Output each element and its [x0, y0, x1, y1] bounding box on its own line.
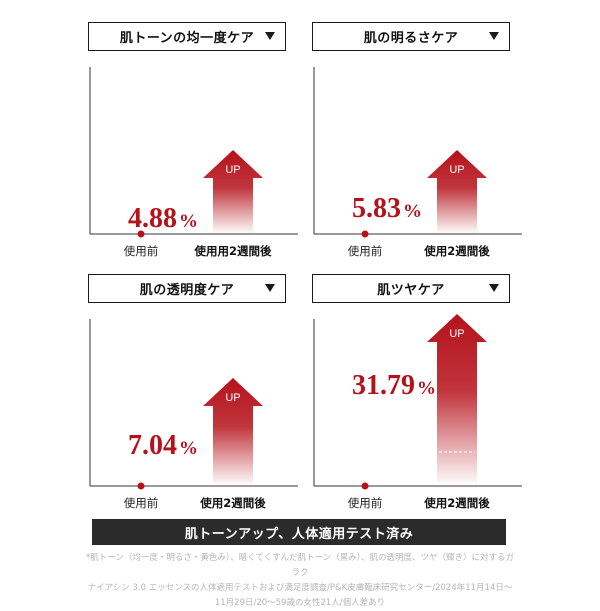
chevron-down-icon: [265, 284, 275, 292]
footnote-line-3: 11月29日/20〜59歳の女性21人/個人差あり: [214, 598, 386, 608]
value-unit: %: [417, 378, 436, 399]
chart-title-dropdown[interactable]: 肌の明るさケア: [312, 22, 510, 51]
chart-plot: UP 31.79 % 使用前 使用2週間後: [313, 314, 522, 510]
summary-banner: 肌トーンアップ、人体適用テスト済み: [92, 519, 506, 545]
chart-panel-3: 肌の透明度ケア UP 7.04% 使用前 使用2週間後: [88, 274, 308, 524]
up-arrow: [427, 150, 487, 234]
category-label-after: 使用用2週間後: [193, 244, 272, 258]
chevron-down-icon: [489, 284, 499, 292]
category-label-before: 使用前: [124, 244, 159, 258]
chart-plot: UP 4.88 % 使用前 使用用2週間後: [89, 67, 298, 258]
category-label-before: 使用前: [348, 496, 383, 510]
category-label-after: 使用2週間後: [199, 496, 266, 510]
value-label: 31.79%: [352, 370, 436, 401]
category-label-before: 使用前: [348, 244, 383, 258]
up-arrow: [427, 314, 487, 486]
up-arrow: [203, 378, 263, 486]
up-arrow: [203, 150, 263, 234]
chart-panel-1: 肌トーンの均一度ケア UP 4.88% 使用前 使用用2週間後: [88, 22, 308, 272]
value-unit: %: [179, 211, 198, 232]
value-label: 7.04%: [128, 430, 198, 461]
arrow-label: UP: [449, 164, 464, 176]
chart-panel-2: 肌の明るさケア UP 5.83% 使用前 使用2週間後: [312, 22, 532, 272]
value-unit: %: [179, 438, 198, 459]
before-point: [361, 482, 369, 490]
category-label-before: 使用前: [124, 496, 159, 510]
chevron-down-icon: [489, 32, 499, 40]
value-number: 4.88: [128, 203, 177, 234]
value-number: 7.04: [128, 430, 177, 461]
before-point: [361, 230, 369, 238]
arrow-label: UP: [225, 164, 240, 176]
value-label: 4.88%: [128, 203, 198, 234]
chart-title: 肌ツヤケア: [377, 283, 445, 298]
chart-panel-4: 肌ツヤケア UP 31.79% 使用前 使用2週間後: [312, 274, 532, 524]
value-label: 5.83%: [352, 193, 422, 224]
chevron-down-icon: [265, 32, 275, 40]
chart-plot: UP 7.04 % 使用前 使用2週間後: [89, 319, 298, 510]
value-number: 31.79: [352, 370, 415, 401]
arrow-label: UP: [225, 392, 240, 404]
category-label-after: 使用2週間後: [423, 244, 490, 258]
footnote: *肌トーン（均一度・明るさ・黄色み）、暗くてくすんだ肌トーン（黒み）、肌の透明度…: [86, 551, 514, 611]
chart-title-dropdown[interactable]: 肌ツヤケア: [312, 274, 510, 303]
category-label-after: 使用2週間後: [423, 496, 490, 510]
value-unit: %: [403, 201, 422, 222]
value-number: 5.83: [352, 193, 401, 224]
chart-plot: UP 5.83 % 使用前 使用2週間後: [313, 67, 522, 258]
chart-title-dropdown[interactable]: 肌の透明度ケア: [88, 274, 286, 303]
arrow-label: UP: [449, 328, 464, 340]
chart-title: 肌の明るさケア: [363, 31, 459, 46]
chart-title: 肌の透明度ケア: [139, 283, 235, 298]
footnote-line-1: *肌トーン（均一度・明るさ・黄色み）、暗くてくすんだ肌トーン（黒み）、肌の透明度…: [86, 553, 514, 578]
chart-title: 肌トーンの均一度ケア: [119, 31, 255, 46]
footnote-line-2: ナイアシン 3.0 エッセンスの人体適用テストおよび満足度調査/P&K皮膚臨床研…: [87, 583, 513, 593]
before-point: [137, 230, 145, 238]
before-point: [137, 482, 145, 490]
chart-title-dropdown[interactable]: 肌トーンの均一度ケア: [88, 22, 286, 51]
